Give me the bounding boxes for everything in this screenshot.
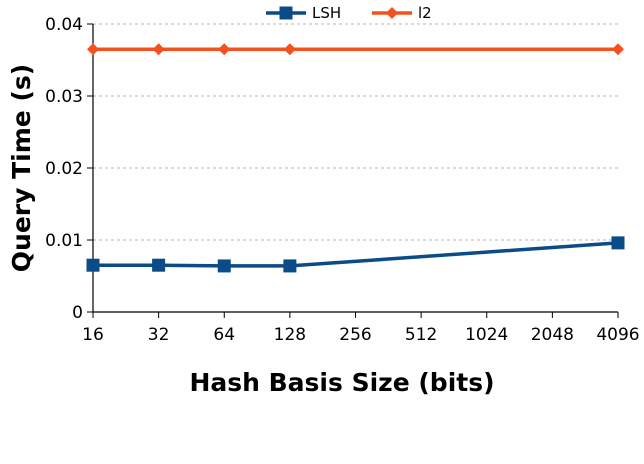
legend-marker-l2 <box>386 7 398 19</box>
legend-item-lsh: LSH <box>266 4 341 22</box>
x-tick-labels: 16 32 64 128 256 512 1024 2048 4096 <box>82 325 639 345</box>
data-point-lsh <box>611 236 625 250</box>
legend-label-l2: l2 <box>418 4 432 22</box>
data-point-lsh <box>217 259 231 273</box>
grid-lines <box>93 23 618 241</box>
x-tick-label: 1024 <box>465 325 508 345</box>
legend-item-l2: l2 <box>372 4 432 22</box>
series <box>86 43 625 273</box>
x-tick-label: 128 <box>274 325 306 345</box>
x-tick-label: 2048 <box>531 325 574 345</box>
data-point-l2 <box>87 43 99 56</box>
x-axis-title: Hash Basis Size (bits) <box>189 368 494 397</box>
y-tick-label: 0.04 <box>45 15 83 35</box>
x-tick-label: 256 <box>339 325 371 345</box>
legend-marker-lsh <box>279 6 293 20</box>
x-tick-label: 512 <box>405 325 437 345</box>
x-tick-label: 4096 <box>596 325 639 345</box>
series-line-lsh <box>93 241 619 268</box>
y-tick-label: 0.02 <box>45 159 83 179</box>
data-point-l2 <box>152 43 165 56</box>
axes <box>87 23 619 318</box>
y-tick-labels: 0 0.01 0.02 0.03 0.04 <box>45 15 83 323</box>
data-point-lsh <box>86 258 100 272</box>
data-point-l2 <box>283 43 296 56</box>
data-point-l2 <box>218 43 231 56</box>
y-axis-title: Query Time (s) <box>7 64 36 272</box>
y-tick-label: 0.01 <box>45 231 83 251</box>
legend: LSH l2 <box>266 4 432 22</box>
data-point-l2 <box>612 43 624 56</box>
y-tick-label: 0 <box>72 303 83 323</box>
x-tick-label: 16 <box>82 325 104 345</box>
x-tick-label: 32 <box>148 325 170 345</box>
data-point-lsh <box>152 258 166 272</box>
data-point-lsh <box>283 259 297 273</box>
x-tick-label: 64 <box>213 325 235 345</box>
legend-label-lsh: LSH <box>312 4 341 22</box>
y-tick-label: 0.03 <box>45 87 83 107</box>
